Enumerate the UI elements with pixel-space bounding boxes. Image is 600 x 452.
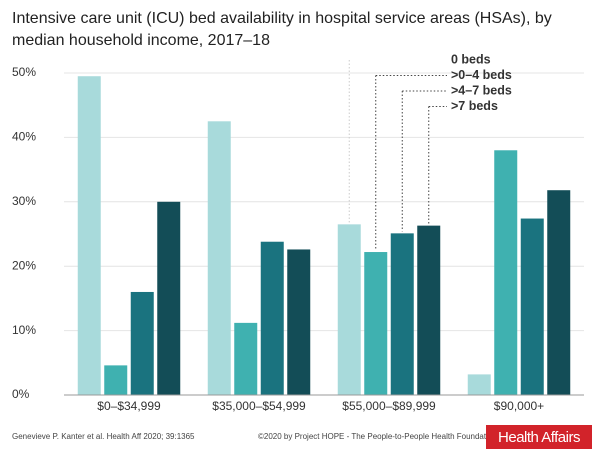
bar	[337, 224, 361, 395]
bar	[157, 201, 181, 395]
x-tick-label: $90,000+	[494, 399, 544, 413]
y-tick-label: 0%	[12, 387, 30, 401]
chart-title: Intensive care unit (ICU) bed availabili…	[12, 10, 552, 49]
x-tick-label: $55,000–$89,999	[342, 399, 436, 413]
logo-box	[486, 425, 592, 449]
legend-label: >7 beds	[451, 99, 498, 113]
bar	[207, 121, 231, 396]
bar	[520, 218, 544, 395]
bar	[364, 252, 388, 395]
bar	[260, 241, 284, 395]
bar	[130, 291, 154, 395]
bar	[390, 233, 414, 395]
bar	[467, 374, 491, 395]
y-tick-label: 30%	[12, 194, 36, 208]
y-tick-label: 10%	[12, 323, 36, 337]
bar	[234, 322, 258, 395]
y-tick-label: 40%	[12, 130, 36, 144]
bar	[104, 365, 128, 395]
x-tick-label: $35,000–$54,999	[212, 399, 306, 413]
x-tick-label: $0–$34,999	[97, 399, 161, 413]
y-tick-label: 20%	[12, 258, 36, 272]
bar	[417, 225, 441, 395]
y-tick-label: 50%	[12, 65, 36, 79]
bar	[77, 76, 101, 395]
legend-label: >0–4 beds	[451, 68, 512, 82]
logo: Health Affairs	[498, 429, 580, 446]
source: Genevieve P. Kanter et al. Health Aff 20…	[12, 432, 195, 441]
legend-label: >4–7 beds	[451, 83, 512, 97]
legend-label: 0 beds	[451, 52, 491, 66]
copyright: ©2020 by Project HOPE - The People-to-Pe…	[258, 432, 514, 441]
bar	[287, 249, 311, 395]
bar	[547, 190, 571, 395]
bar	[494, 150, 518, 395]
